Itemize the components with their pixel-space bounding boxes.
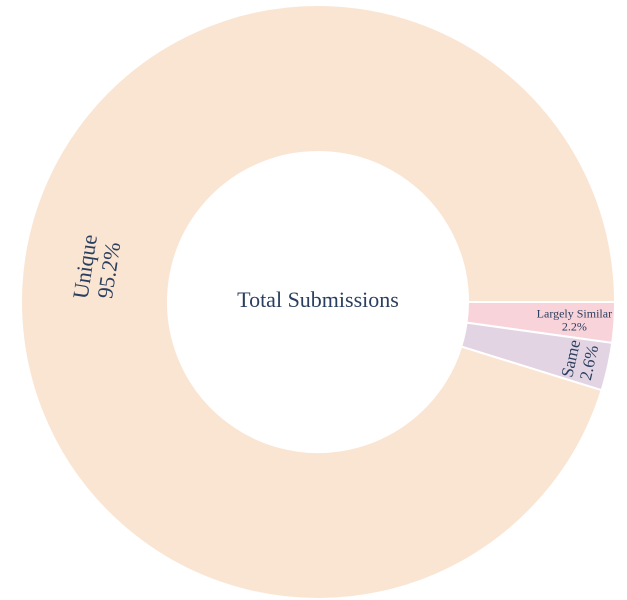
slice-category: Largely Similar bbox=[537, 306, 612, 320]
slice-label: Unique95.2% bbox=[68, 233, 126, 304]
center-label: Total Submissions bbox=[237, 287, 399, 312]
slice-label: Largely Similar 2.2% bbox=[537, 306, 612, 333]
donut-slice bbox=[20, 4, 617, 600]
slice-value: 2.2% bbox=[562, 320, 587, 334]
